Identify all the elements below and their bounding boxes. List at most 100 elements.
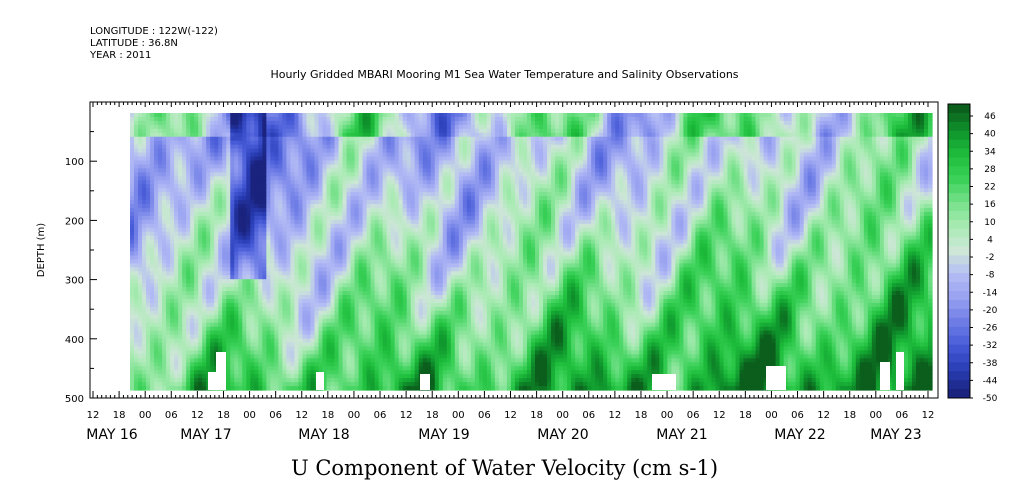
heatmap-cell [491,172,496,177]
heatmap-cell [868,160,873,165]
heatmap-cell [238,204,243,209]
heatmap-cell [651,141,656,146]
heatmap-cell [740,160,745,165]
heatmap-cell [294,184,299,189]
heatmap-cell [780,157,785,162]
heatmap-cell [322,125,327,130]
heatmap-cell [567,172,572,177]
heatmap-cell [611,176,616,181]
heatmap-cell [383,208,388,213]
heatmap-cell [138,208,143,213]
heatmap-cell [539,113,544,118]
heatmap-cell [563,164,568,169]
heatmap-cell [210,176,215,181]
heatmap-cell [523,168,528,173]
heatmap-cell [900,172,905,177]
heatmap-cell [852,145,857,150]
heatmap-cell [531,200,536,205]
heatmap-cell [391,188,396,193]
heatmap-cell [900,160,905,165]
heatmap-cell [322,160,327,165]
heatmap-cell [314,153,319,158]
heatmap-cell [820,208,825,213]
heatmap-cell [162,125,167,130]
heatmap-cell [395,117,400,122]
heatmap-cell [162,157,167,162]
heatmap-cell [892,164,897,169]
heatmap-cell [659,145,664,150]
heatmap-cell [230,125,235,130]
heatmap-cell [487,133,492,138]
heatmap-cell [719,133,724,138]
heatmap-cell [363,208,368,213]
heatmap-cell [748,160,753,165]
heatmap-cell [262,129,267,134]
heatmap-cell [711,200,716,205]
heatmap-cell [860,153,865,158]
heatmap-cell [828,196,833,201]
heatmap-cell [583,208,588,213]
heatmap-cell [463,117,468,122]
heatmap-cell [780,160,785,165]
heatmap-cell [174,200,179,205]
heatmap-cell [727,168,732,173]
heatmap-cell [270,133,275,138]
heatmap-cell [800,192,805,197]
heatmap-cell [411,188,416,193]
heatmap-cell [623,133,628,138]
heatmap-cell [447,180,452,185]
heatmap-cell [740,192,745,197]
heatmap-cell [699,157,704,162]
heatmap-cell [282,168,287,173]
heatmap-cell [310,204,315,209]
heatmap-cell [892,149,897,154]
heatmap-cell [691,141,696,146]
heatmap-cell [246,129,251,134]
heatmap-cell [162,208,167,213]
heatmap-cell [695,149,700,154]
heatmap-cell [715,204,720,209]
heatmap-cell [266,200,271,205]
heatmap-cell [711,121,716,126]
heatmap-cell [451,121,456,126]
heatmap-cell [599,192,604,197]
heatmap-cell [635,145,640,150]
heatmap-cell [900,196,905,201]
heatmap-cell [611,200,616,205]
heatmap-cell [772,117,777,122]
heatmap-cell [371,117,376,122]
heatmap-cell [900,188,905,193]
heatmap-cell [836,137,841,142]
heatmap-cell [619,192,624,197]
heatmap-cell [744,208,749,213]
heatmap-cell [695,121,700,126]
heatmap-cell [764,184,769,189]
heatmap-cell [202,160,207,165]
heatmap-cell [623,129,628,134]
heatmap-cell [130,184,135,189]
heatmap-cell [744,157,749,162]
heatmap-cell [234,180,239,185]
heatmap-cell [752,113,757,118]
heatmap-cell [655,168,660,173]
heatmap-cell [583,125,588,130]
heatmap-cell [266,121,271,126]
heatmap-cell [852,117,857,122]
heatmap-cell [186,113,191,118]
heatmap-cell [679,200,684,205]
heatmap-cell [495,176,500,181]
heatmap-cell [278,137,283,142]
heatmap-cell [427,204,432,209]
heatmap-cell [603,172,608,177]
heatmap-cell [711,113,716,118]
heatmap-cell [800,200,805,205]
heatmap-cell [230,141,235,146]
heatmap-cell [908,113,913,118]
heatmap-cell [447,137,452,142]
heatmap-cell [551,149,556,154]
heatmap-cell [411,125,416,130]
heatmap-cell [723,188,728,193]
heatmap-cell [571,180,576,185]
heatmap-cell [403,157,408,162]
heatmap-cell [206,117,211,122]
